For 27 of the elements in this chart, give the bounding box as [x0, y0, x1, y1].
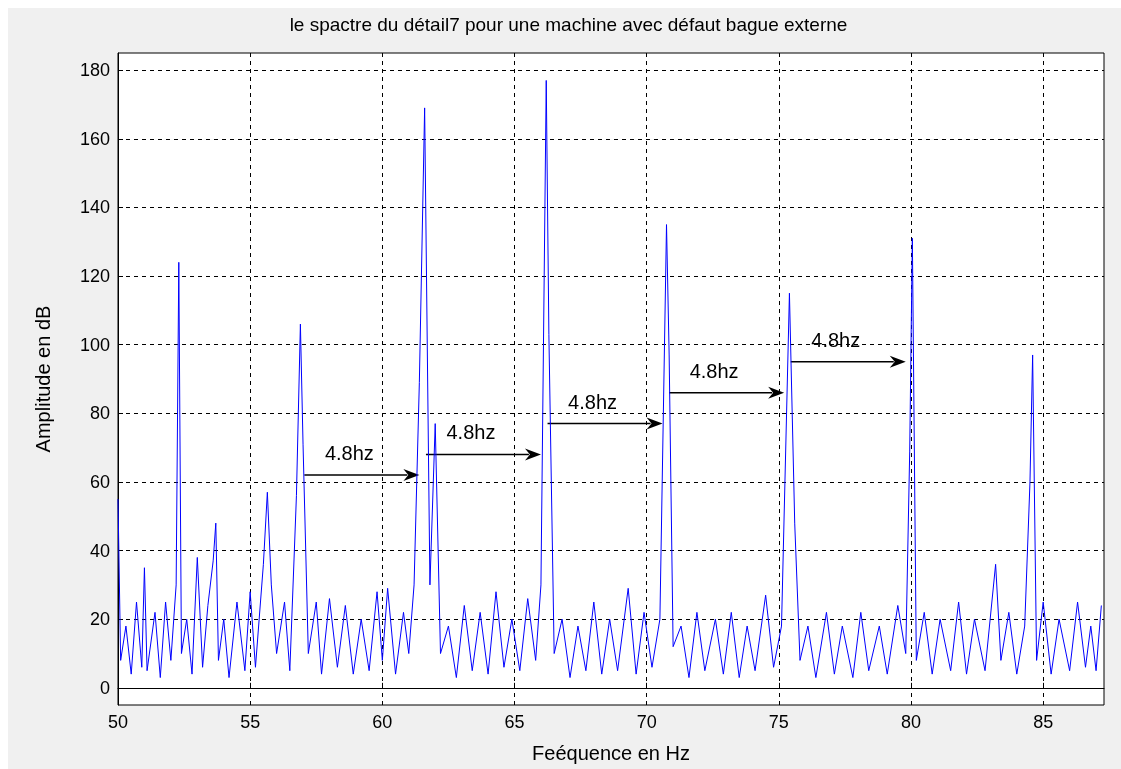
x-axis-title: Feéquence en Hz: [532, 742, 690, 764]
y-tick-label: 60: [89, 471, 110, 492]
annotation: 4.8hz: [811, 328, 861, 351]
y-tick-label: 180: [79, 60, 110, 81]
y-tick-label: 0: [99, 677, 110, 698]
x-tick-label: 80: [901, 712, 922, 732]
annotation: 4.8hz: [568, 390, 618, 413]
x-tick-label: 60: [372, 712, 393, 732]
x-tick-label: 50: [107, 712, 129, 732]
line-series: [117, 79, 1102, 679]
chart-title: le spactre du détail7 pour une machine avec défaut bague externe: [289, 14, 848, 35]
x-tick-label: 70: [636, 712, 657, 732]
annotation: 4.8hz: [324, 442, 374, 465]
y-axis-title: Amplitude en dB: [32, 305, 54, 453]
annotation: 4.8hz: [446, 421, 496, 444]
y-tick-label: 140: [79, 197, 110, 218]
y-tick-label: 40: [89, 540, 110, 561]
y-tick-label: 120: [79, 266, 110, 287]
y-tick-label: 20: [89, 609, 110, 630]
x-tick-label: 75: [768, 712, 789, 732]
annotation: 4.8hz: [689, 359, 739, 382]
x-tick-label: 85: [1033, 712, 1054, 732]
x-tick-label: 65: [504, 712, 525, 732]
y-tick-label: 160: [79, 128, 110, 149]
y-tick-label: 80: [89, 403, 110, 424]
y-tick-label: 100: [79, 334, 110, 355]
x-tick-label: 55: [240, 712, 261, 732]
